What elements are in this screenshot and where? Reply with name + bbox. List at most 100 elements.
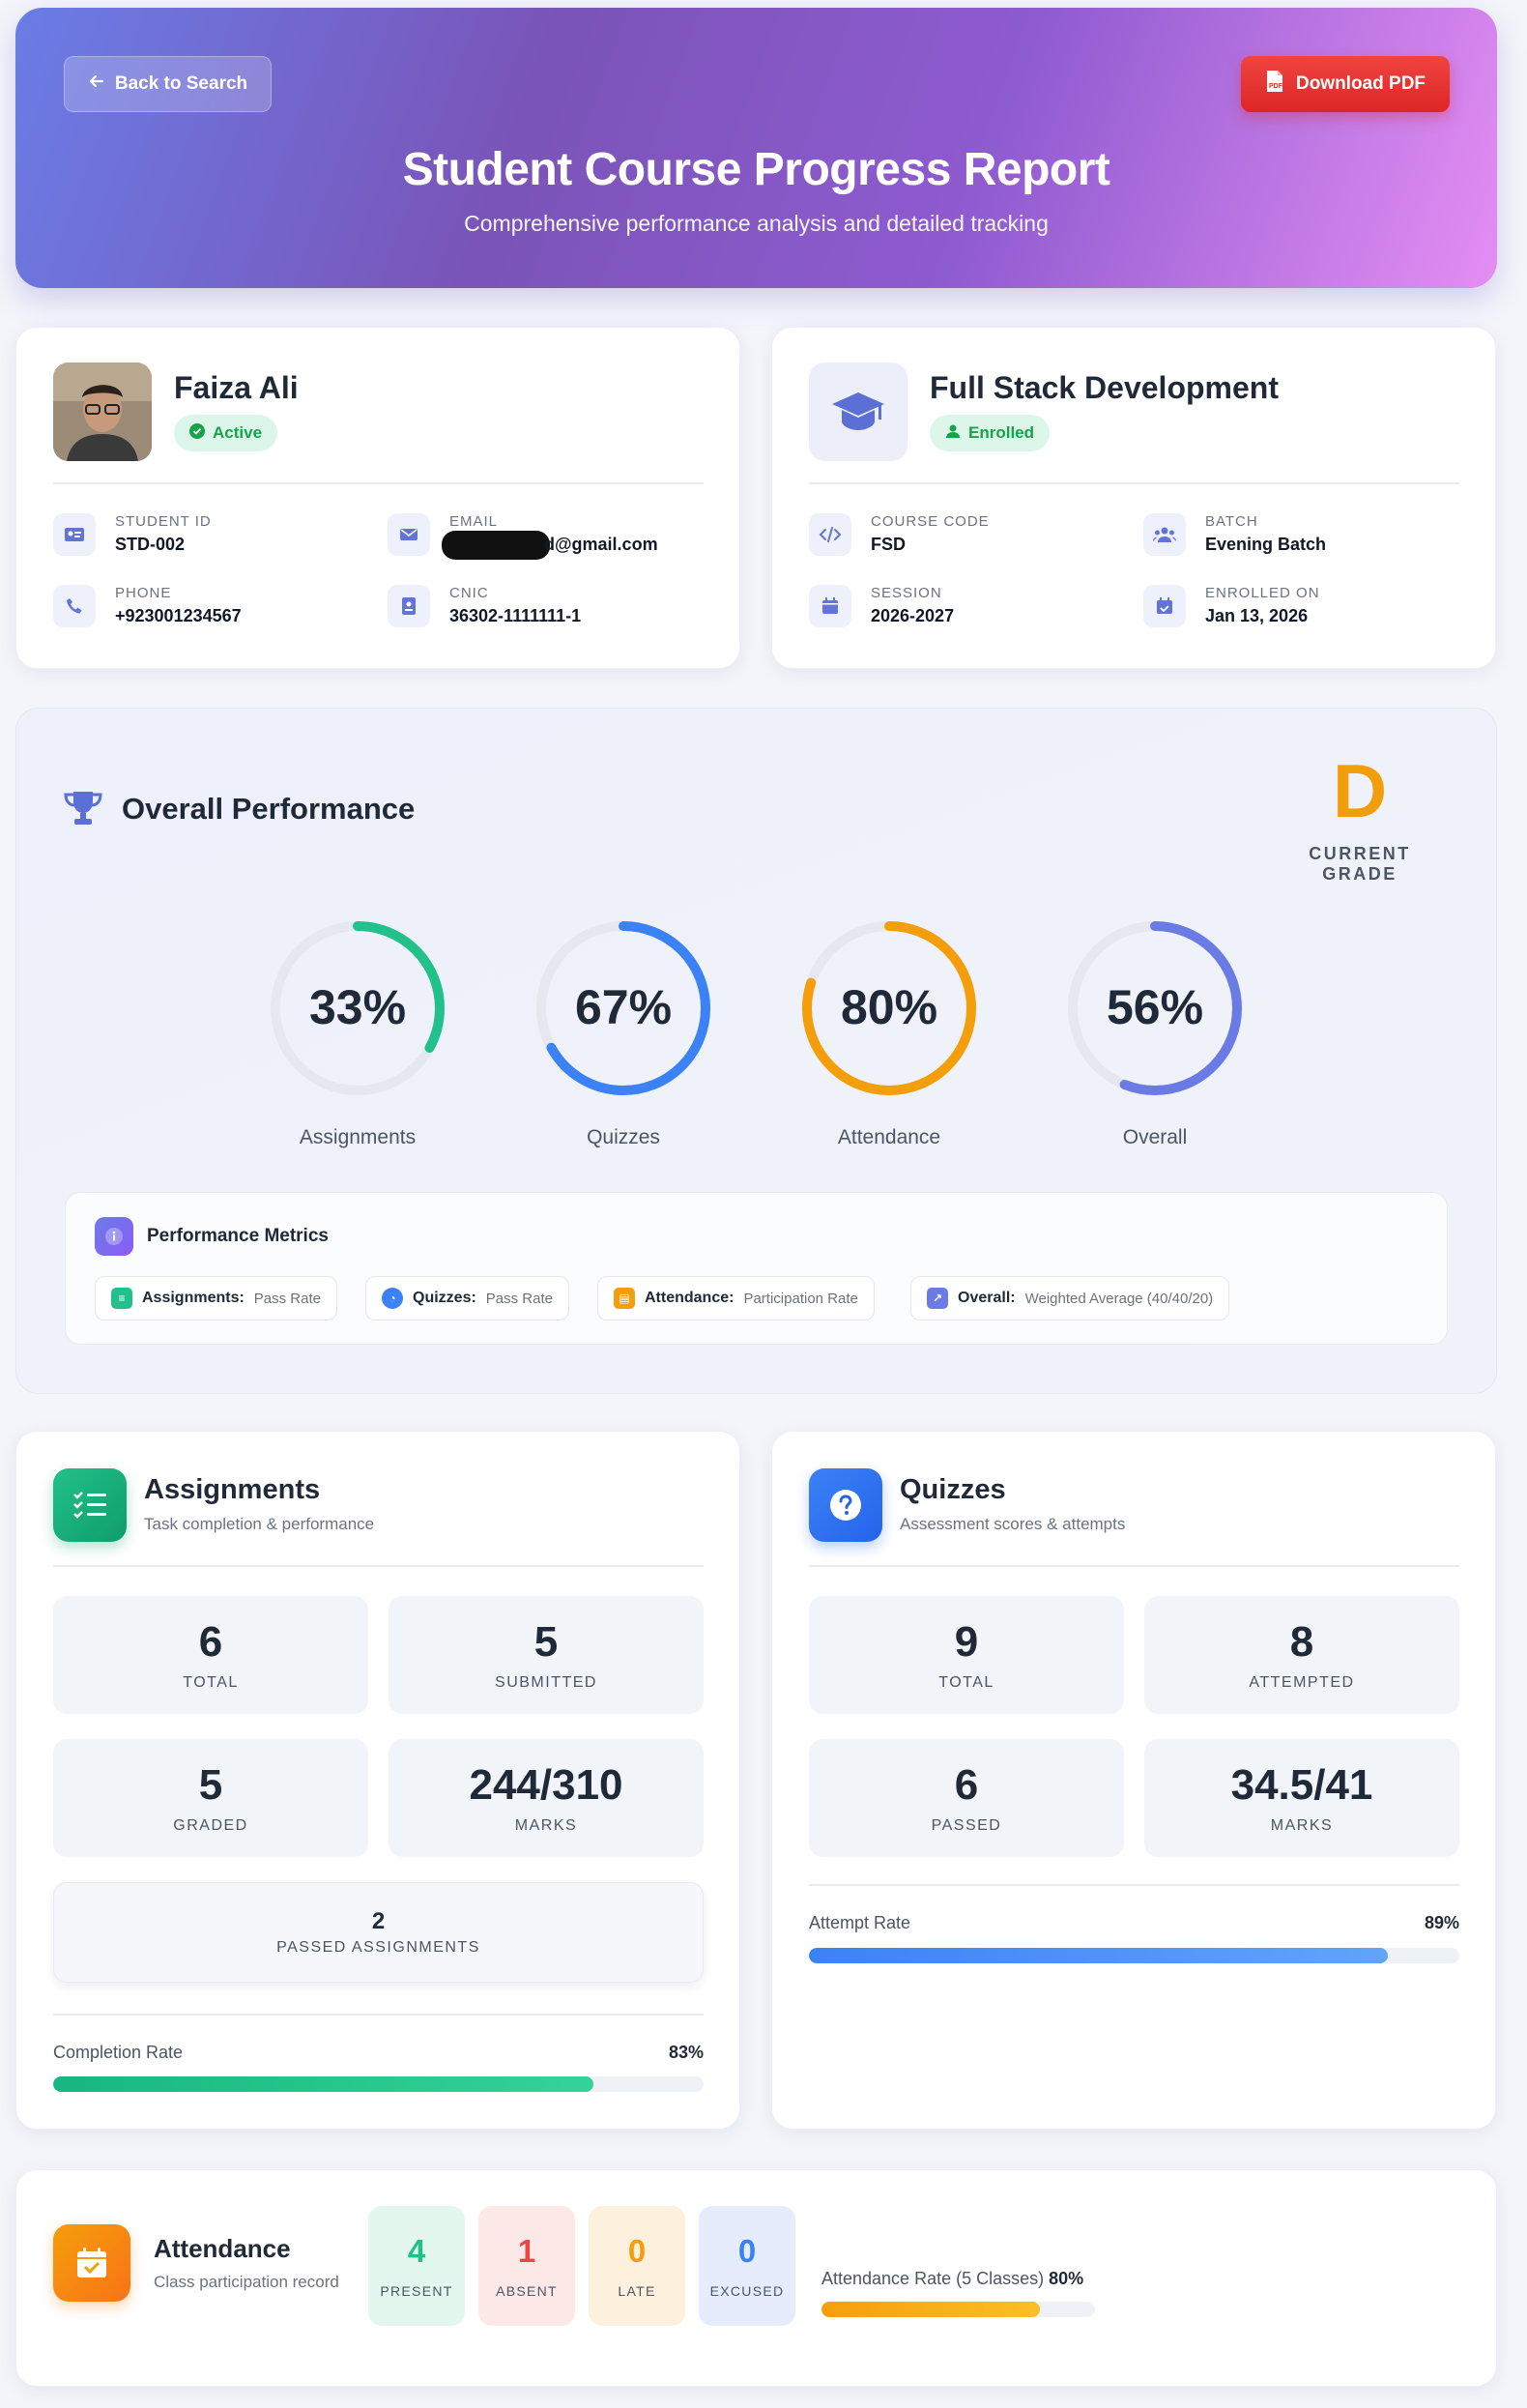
ring-value: 33%: [308, 980, 407, 1034]
attendance-rate-row: Attendance Rate (5 Classes) 80%: [821, 2269, 1083, 2289]
completion-rate-label: Completion Rate: [53, 2043, 184, 2062]
status-badge: Active: [174, 415, 278, 451]
attendance-label: LATE: [618, 2283, 656, 2299]
trophy-icon: [63, 790, 103, 831]
badge-icon: [388, 585, 430, 627]
student-card: Faiza Ali Active STUDENT ID STD-002 EMAI…: [15, 327, 740, 669]
ring-graphic: [536, 921, 710, 1095]
metrics-title: Performance Metrics: [147, 1226, 329, 1246]
stat-label: ATTEMPTED: [1249, 1674, 1355, 1691]
id-card-icon: [53, 513, 96, 556]
divider: [53, 1565, 704, 1567]
status-label: Active: [213, 423, 263, 442]
svg-text:PDF: PDF: [1269, 83, 1283, 90]
page-subtitle: Comprehensive performance analysis and d…: [464, 211, 1049, 236]
enrolled-badge: Enrolled: [930, 415, 1051, 451]
report-header: Back to Search PDF Download PDF Student …: [15, 8, 1497, 288]
list-check-icon: ≡: [111, 1288, 132, 1309]
phone-icon: [53, 585, 96, 627]
attendance-box-absent: 1 ABSENT: [478, 2206, 575, 2326]
clock-icon: ◔: [382, 1288, 403, 1309]
metric-desc: Weighted Average (40/40/20): [1024, 1290, 1214, 1307]
attendance-rate-label: Attendance Rate (5 Classes): [821, 2269, 1045, 2288]
course-name: Full Stack Development: [930, 370, 1279, 405]
section-title: Quizzes: [900, 1474, 1006, 1505]
stat-attempted: 8 ATTEMPTED: [1144, 1596, 1459, 1714]
stat-marks: 244/310 MARKS: [389, 1739, 704, 1857]
users-icon: [1143, 513, 1186, 556]
section-subtitle: Task completion & performance: [144, 1515, 375, 1533]
check-circle-icon: [189, 422, 205, 444]
stat-label: MARKS: [1270, 1817, 1334, 1834]
metric-desc: Participation Rate: [743, 1290, 858, 1307]
list-check-icon: [53, 1468, 127, 1542]
attendance-box-late: 0 LATE: [589, 2206, 685, 2326]
student-name: Faiza Ali: [174, 370, 299, 405]
metric-chip-attendance: ▤ Attendance: Participation Rate: [597, 1276, 875, 1320]
stat-label: PASSED: [931, 1817, 1002, 1834]
field-value: 2026-2027: [871, 606, 955, 625]
metric-desc: Pass Rate: [253, 1290, 321, 1307]
grade-label: CURRENT GRADE: [1309, 844, 1411, 884]
stat-value: 6: [198, 1618, 223, 1666]
stat-value: 6: [954, 1761, 979, 1809]
metric-chip-quizzes: ◔ Quizzes: Pass Rate: [365, 1276, 569, 1320]
field-label: PHONE: [115, 585, 172, 601]
stat-value: 34.5/41: [1230, 1761, 1373, 1809]
pdf-file-icon: PDF: [1265, 70, 1284, 99]
stat-graded: 5 GRADED: [53, 1739, 368, 1857]
ring-label: Quizzes: [587, 1126, 660, 1148]
attempt-progress-bar: [809, 1948, 1459, 1963]
stat-label: TOTAL: [183, 1674, 239, 1691]
field-label: CNIC: [449, 585, 489, 601]
progress-ring-overall: 56% Overall: [1049, 902, 1261, 1153]
graduation-cap-icon: [809, 363, 908, 461]
back-to-search-label: Back to Search: [114, 73, 248, 94]
section-subtitle: Assessment scores & attempts: [900, 1515, 1126, 1533]
chart-line-icon: ↗: [927, 1288, 948, 1309]
progress-fill: [53, 2076, 593, 2092]
calendar-icon: ▤: [614, 1288, 635, 1309]
stat-label: TOTAL: [938, 1674, 994, 1691]
stat-label: SUBMITTED: [495, 1674, 597, 1691]
field-value: 36302-1111111-1: [449, 606, 582, 625]
field-label: SESSION: [871, 585, 942, 601]
stat-value: 2: [371, 1908, 386, 1934]
stat-value: 5: [198, 1761, 223, 1809]
ring-arc: [802, 921, 976, 1095]
progress-ring-quizzes: 67% Quizzes: [517, 902, 730, 1153]
stat-value: 244/310: [469, 1761, 623, 1809]
attempt-rate-value: 89%: [1424, 1913, 1459, 1932]
question-circle-icon: [809, 1468, 882, 1542]
arrow-left-icon: [88, 73, 105, 96]
field-label: EMAIL: [449, 513, 499, 530]
progress-ring-attendance: 80% Attendance: [783, 902, 995, 1153]
download-pdf-button[interactable]: PDF Download PDF: [1241, 56, 1450, 112]
redaction-mark: [442, 531, 550, 560]
back-to-search-button[interactable]: Back to Search: [64, 56, 272, 112]
attendance-label: EXCUSED: [709, 2283, 785, 2299]
stat-value: 9: [954, 1618, 979, 1666]
stat-label: PASSED ASSIGNMENTS: [276, 1939, 480, 1956]
section-title: Assignments: [144, 1474, 321, 1505]
divider: [53, 2014, 704, 2016]
attempt-rate-label: Attempt Rate: [809, 1913, 911, 1932]
ring-graphic: [271, 921, 445, 1095]
assignments-card: Assignments Task completion & performanc…: [15, 1431, 740, 2130]
stat-value: 8: [1289, 1618, 1314, 1666]
ring-label: Overall: [1122, 1126, 1188, 1148]
attendance-count: 0: [627, 2233, 647, 2269]
field-value: Jan 13, 2026: [1205, 606, 1309, 625]
ring-value: 80%: [840, 980, 938, 1034]
metric-chip-assignments: ≡ Assignments: Pass Rate: [95, 1276, 337, 1320]
field-value: Evening Batch: [1205, 535, 1327, 554]
attendance-box-excused: 0 EXCUSED: [699, 2206, 795, 2326]
stat-value: 5: [533, 1618, 559, 1666]
metric-name: Overall:: [958, 1290, 1016, 1306]
field-value: +923001234567: [115, 606, 242, 625]
download-pdf-label: Download PDF: [1295, 73, 1426, 94]
envelope-icon: [388, 513, 430, 556]
ring-graphic: [802, 921, 976, 1095]
divider: [809, 1884, 1459, 1886]
stat-total: 9 TOTAL: [809, 1596, 1124, 1714]
